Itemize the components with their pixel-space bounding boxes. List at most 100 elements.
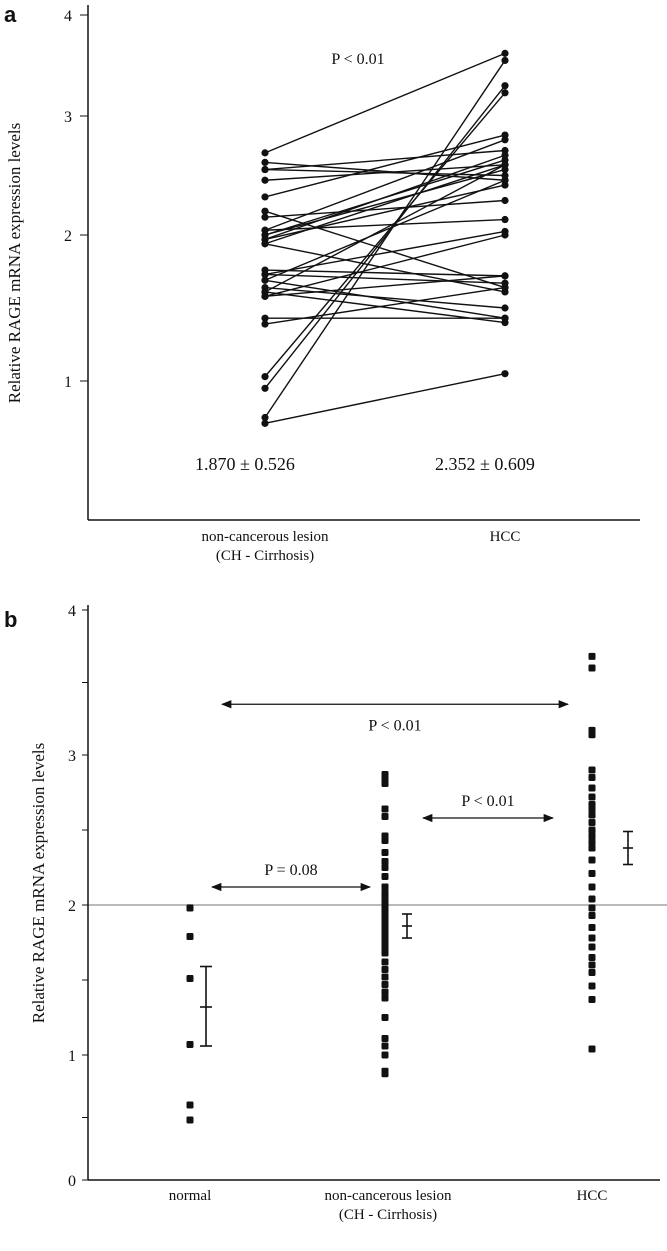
y-tick-label-a: 3 (64, 109, 72, 126)
data-point (588, 934, 596, 942)
point-hcc (501, 136, 509, 144)
data-point (588, 766, 596, 774)
data-point (381, 994, 389, 1002)
pair-line (264, 179, 506, 281)
point-hcc (501, 231, 509, 239)
y-tick-label-b: 4 (68, 603, 76, 620)
pair-line (264, 139, 506, 231)
point-hcc (501, 151, 509, 159)
point-hcc (501, 272, 509, 280)
pair-line (264, 199, 506, 218)
data-point (381, 988, 389, 996)
pair-line (264, 275, 506, 298)
point-noncancerous (261, 240, 269, 248)
pair-line (264, 234, 506, 297)
pair-line (264, 168, 506, 236)
data-point (588, 844, 596, 852)
data-point (381, 1042, 389, 1050)
pair-line (264, 149, 506, 171)
point-noncancerous (261, 320, 269, 328)
pair-line (264, 60, 506, 418)
pair-line (264, 164, 506, 245)
data-point (381, 873, 389, 880)
point-noncancerous (261, 193, 269, 201)
point-hcc (501, 161, 509, 169)
point-noncancerous (261, 270, 269, 279)
panel-label-b: b (4, 607, 17, 632)
data-point (588, 996, 596, 1003)
data-point (588, 954, 596, 961)
data-point (588, 774, 596, 781)
data-point (381, 1051, 389, 1059)
pair-line (264, 92, 506, 378)
data-point (186, 975, 194, 982)
pair-line (264, 286, 506, 309)
pair-line (264, 164, 506, 293)
y-tick-label-a: 1 (64, 374, 72, 391)
y-tick-label-a: 4 (64, 8, 72, 25)
data-point (588, 1045, 596, 1053)
data-point (588, 943, 596, 951)
point-hcc (501, 283, 509, 292)
data-point (588, 819, 596, 826)
data-point (588, 912, 596, 919)
x-tick-label-b: (CH - Cirrhosis) (339, 1207, 437, 1223)
point-noncancerous (261, 165, 269, 174)
data-point (381, 981, 389, 988)
data-point (588, 664, 596, 672)
comparison-p-value: P < 0.01 (368, 717, 421, 734)
data-point (381, 966, 389, 973)
x-tick-label-a: non-cancerous lesion (201, 529, 329, 545)
point-hcc (501, 176, 509, 184)
data-point (588, 826, 596, 834)
point-noncancerous (261, 314, 269, 322)
data-point (588, 924, 596, 931)
data-point (381, 858, 389, 865)
y-axis-label-a: Relative RAGE mRNA expression levels (5, 123, 24, 403)
point-hcc (501, 370, 509, 378)
data-point (588, 856, 596, 864)
data-point (381, 949, 389, 957)
data-point (381, 805, 389, 813)
pair-line (264, 218, 506, 231)
data-point (381, 780, 389, 787)
pair-line (264, 154, 506, 241)
data-point (588, 793, 596, 801)
pair-line (264, 164, 506, 181)
point-noncancerous (261, 276, 269, 284)
data-point (186, 933, 194, 940)
point-hcc (501, 56, 509, 65)
y-tick-label-b: 3 (68, 748, 76, 765)
pair-line (264, 273, 506, 284)
data-point (588, 895, 596, 903)
y-tick-label-a: 2 (64, 228, 72, 245)
pair-line (264, 230, 506, 276)
point-hcc (501, 82, 509, 90)
point-noncancerous (261, 413, 269, 422)
point-noncancerous (261, 384, 269, 392)
pair-line (264, 52, 506, 154)
panel-label-a: a (4, 2, 17, 27)
comparison-p-value: P = 0.08 (264, 862, 317, 879)
pair-line (264, 85, 506, 389)
data-point (588, 982, 596, 990)
data-point (588, 969, 596, 976)
point-noncancerous (261, 373, 269, 381)
data-point (381, 958, 389, 966)
summary-stat-a: 2.352 ± 0.609 (435, 454, 535, 474)
point-hcc (501, 314, 509, 322)
point-hcc (501, 196, 509, 205)
point-noncancerous (261, 176, 269, 184)
x-tick-label-a: (CH - Cirrhosis) (216, 548, 314, 564)
pair-line (264, 291, 506, 324)
y-axis-label-b: Relative RAGE mRNA expression levels (29, 743, 48, 1023)
pair-line (264, 373, 506, 425)
point-noncancerous (261, 149, 269, 157)
point-noncancerous (261, 213, 269, 221)
data-point (381, 813, 389, 820)
data-point (588, 904, 596, 912)
data-point (588, 731, 596, 739)
data-point (186, 904, 194, 912)
data-point (381, 1014, 389, 1021)
